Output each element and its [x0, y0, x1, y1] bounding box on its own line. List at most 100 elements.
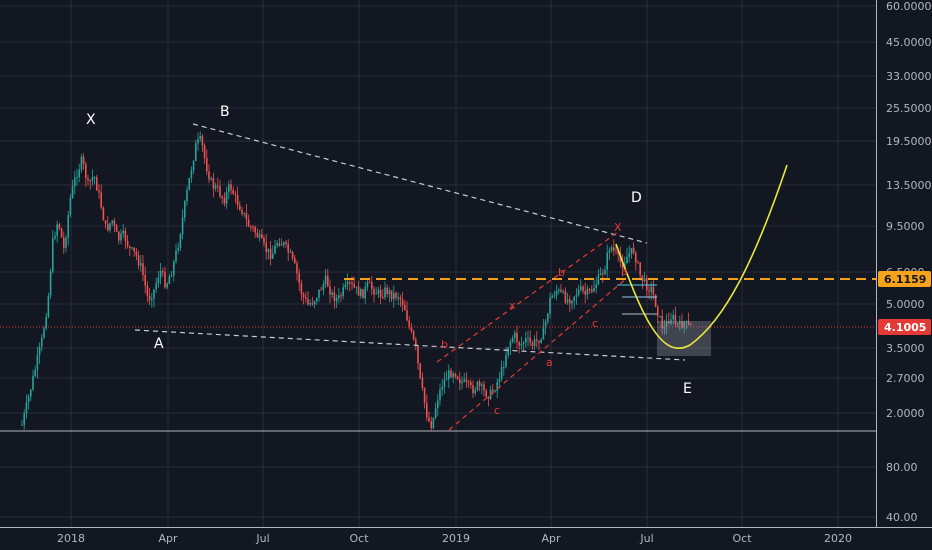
- candle-body-211: [485, 390, 487, 397]
- candle-body-248: [566, 299, 569, 303]
- candle-body-251: [573, 296, 575, 301]
- candle-body-77: [190, 170, 193, 178]
- candle-body-37: [102, 207, 105, 221]
- candle-body-218: [500, 366, 503, 380]
- candle-body-250: [571, 300, 573, 304]
- candle-body-126: [298, 273, 300, 283]
- candle-body-222: [509, 341, 512, 348]
- candle-body-281: [639, 262, 641, 276]
- candle-body-110: [263, 238, 265, 243]
- time-tick-5: Apr: [541, 532, 561, 545]
- candle-body-244: [558, 289, 560, 291]
- candle-body-70: [175, 250, 177, 262]
- candle-series: [21, 131, 692, 431]
- candle-body-298: [676, 323, 679, 325]
- candle-body-235: [538, 340, 540, 343]
- candle-body-151: [353, 284, 355, 288]
- candle-body-236: [540, 339, 542, 343]
- candle-body-300: [681, 321, 683, 329]
- candle-body-29: [85, 163, 87, 179]
- candle-body-197: [454, 373, 457, 377]
- candle-body-245: [560, 289, 562, 292]
- candle-body-103: [247, 219, 250, 227]
- price-tick-3: 25.5000: [886, 102, 932, 115]
- candle-body-304: [690, 324, 692, 326]
- channel-lower-line: [448, 277, 628, 431]
- price-tick-0: 60.0000: [886, 0, 932, 13]
- candle-body-65: [164, 272, 166, 288]
- candle-body-119: [283, 242, 285, 245]
- candle-body-184: [426, 403, 428, 418]
- candle-body-259: [591, 289, 593, 292]
- candle-body-118: [280, 244, 283, 246]
- candle-body-289: [657, 306, 659, 317]
- candle-body-201: [463, 379, 465, 382]
- candle-body-49: [129, 246, 131, 249]
- wave-label-x: X: [86, 112, 96, 128]
- candle-body-233: [533, 339, 536, 346]
- price-badge-resistance: 6.1159: [878, 271, 931, 287]
- candle-body-159: [371, 282, 373, 289]
- candle-body-247: [564, 291, 567, 303]
- volume-tick-0: 80.00: [886, 461, 918, 474]
- candle-body-135: [318, 289, 320, 298]
- candle-body-278: [632, 247, 635, 254]
- candle-body-90: [219, 186, 221, 197]
- candle-body-53: [137, 255, 140, 266]
- candle-body-23: [71, 186, 74, 198]
- candle-body-158: [368, 282, 371, 284]
- candle-body-131: [309, 303, 311, 305]
- candle-body-42: [113, 220, 116, 226]
- candle-body-249: [569, 299, 571, 304]
- lower-trendline: [134, 329, 686, 361]
- price-axis-background: [877, 0, 932, 527]
- time-tick-2: Jul: [255, 532, 269, 545]
- candle-body-105: [252, 226, 254, 228]
- candle-body-88: [214, 185, 217, 189]
- candle-body-117: [278, 243, 281, 246]
- candle-body-194: [448, 370, 450, 380]
- candle-body-157: [366, 282, 369, 287]
- candle-body-214: [492, 389, 494, 392]
- candle-body-232: [531, 342, 534, 346]
- candle-body-231: [529, 337, 531, 343]
- candle-body-196: [452, 373, 454, 378]
- candle-body-238: [544, 321, 547, 327]
- candle-body-266: [606, 252, 608, 270]
- candle-body-58: [148, 296, 151, 301]
- candle-body-10: [43, 328, 45, 338]
- candle-body-183: [423, 387, 426, 404]
- time-tick-4: 2019: [442, 532, 470, 545]
- candle-body-156: [364, 286, 366, 299]
- candle-body-54: [140, 263, 142, 266]
- candle-body-82: [201, 136, 204, 146]
- candle-body-136: [320, 289, 322, 291]
- candle-body-48: [126, 240, 129, 247]
- candle-body-2: [25, 402, 28, 414]
- candle-body-226: [518, 342, 520, 346]
- candle-body-271: [617, 251, 619, 254]
- sub-label-c-1: c: [494, 404, 500, 417]
- candle-body-1: [23, 413, 25, 425]
- candle-body-219: [503, 366, 505, 368]
- candle-body-68: [170, 275, 173, 277]
- candle-body-276: [628, 253, 630, 257]
- candle-body-239: [547, 313, 549, 322]
- candle-body-221: [507, 347, 509, 356]
- candle-body-60: [153, 289, 155, 299]
- candle-body-224: [514, 332, 516, 339]
- candle-body-61: [155, 283, 157, 290]
- candle-body-87: [212, 178, 215, 189]
- candle-body-147: [344, 284, 347, 288]
- sub-label-a-2: a: [621, 265, 628, 278]
- candle-body-285: [648, 290, 650, 292]
- channel-upper-line: [436, 231, 619, 363]
- candle-body-55: [142, 263, 144, 275]
- candle-body-186: [430, 421, 432, 429]
- candle-body-120: [285, 242, 287, 244]
- candle-body-15: [54, 235, 56, 239]
- candle-body-121: [287, 243, 289, 253]
- candle-body-93: [225, 191, 228, 204]
- candle-body-175: [406, 310, 408, 321]
